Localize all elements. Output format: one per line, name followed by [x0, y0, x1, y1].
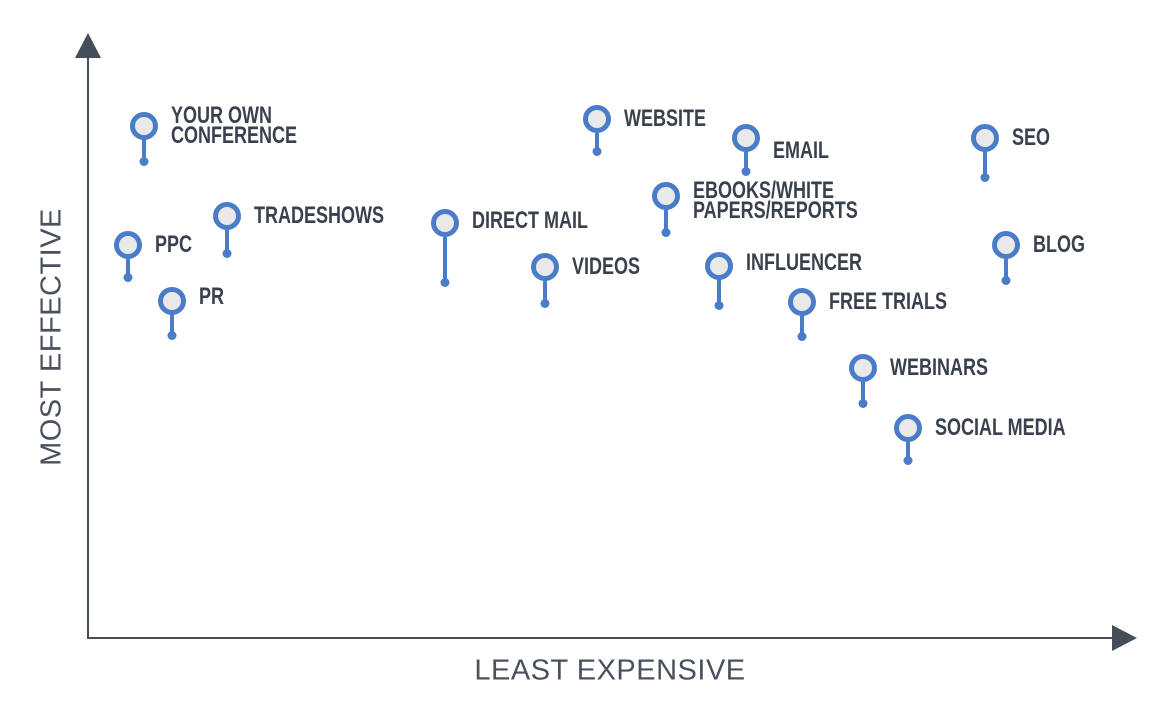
pin-label-ebooks-white-papers-reports: EBOOKS/WHITE PAPERS/REPORTS [693, 177, 858, 224]
pin-stem [741, 151, 751, 176]
pin-tip-dot [797, 332, 807, 341]
pin-label-direct-mail: DIRECT MAIL [472, 207, 588, 234]
pin-tip-dot [222, 249, 232, 258]
pin-label-email: EMAIL [773, 137, 830, 164]
map-pin-icon [788, 288, 816, 316]
pin-tip-dot [741, 167, 751, 176]
pin-stem [440, 236, 450, 287]
pin-tip-dot [540, 299, 550, 308]
y-axis-line [87, 56, 89, 639]
pin-tip-dot [714, 301, 724, 310]
pin-label-website: WEBSITE [624, 105, 707, 132]
pin-stem [903, 441, 913, 465]
pin-tip-dot [980, 173, 990, 182]
pin-stem [592, 132, 602, 156]
pin-tip-dot [592, 147, 602, 156]
pin-label-social-media: SOCIAL MEDIA [935, 414, 1066, 441]
pin-label-webinars: WEBINARS [890, 354, 989, 381]
pin-tip-dot [167, 331, 177, 340]
pin-stem [980, 151, 990, 182]
map-pin-icon [130, 112, 158, 140]
pin-label-your-own-conference: YOUR OWN CONFERENCE [171, 102, 298, 149]
map-pin-icon [894, 414, 922, 442]
pin-stem [222, 229, 232, 258]
pin-stem [661, 209, 671, 237]
pin-stem [714, 279, 724, 310]
pin-label-ppc: PPC [155, 231, 193, 258]
pin-stem [123, 258, 133, 282]
map-pin-icon [705, 252, 733, 280]
pin-stem [858, 381, 868, 408]
map-pin-icon [652, 182, 680, 210]
pin-label-pr: PR [199, 283, 225, 310]
map-pin-icon [431, 209, 459, 237]
pin-tip-dot [858, 399, 868, 408]
pin-label-influencer: INFLUENCER [746, 249, 863, 276]
pin-tip-dot [139, 157, 149, 166]
pin-tip-dot [1001, 276, 1011, 285]
pin-stem [139, 139, 149, 166]
pin-tip-dot [903, 456, 913, 465]
map-pin-icon [971, 124, 999, 152]
map-pin-icon [849, 354, 877, 382]
pin-stem [540, 280, 550, 308]
x-axis-line [88, 637, 1112, 639]
pin-stem [167, 314, 177, 340]
map-pin-icon [992, 231, 1020, 259]
pin-tip-dot [123, 273, 133, 282]
pin-label-tradeshows: TRADESHOWS [254, 202, 385, 229]
pin-stem [797, 315, 807, 341]
pin-label-blog: BLOG [1033, 231, 1085, 258]
map-pin-icon [158, 287, 186, 315]
pin-tip-dot [661, 228, 671, 237]
pin-tip-dot [440, 278, 450, 287]
pin-label-free-trials: FREE TRIALS [829, 288, 948, 315]
map-pin-icon [213, 202, 241, 230]
x-axis-arrow-right-icon [1112, 625, 1137, 651]
y-axis-label: MOST EFFECTIVE [35, 208, 68, 466]
map-pin-icon [114, 231, 142, 259]
map-pin-icon [732, 124, 760, 152]
x-axis-label: LEAST EXPENSIVE [474, 654, 746, 687]
pin-stem [1001, 258, 1011, 285]
pin-label-seo: SEO [1012, 124, 1051, 151]
map-pin-icon [583, 105, 611, 133]
map-pin-icon [531, 253, 559, 281]
pin-label-videos: VIDEOS [572, 253, 641, 280]
y-axis-arrow-up-icon [75, 33, 101, 58]
